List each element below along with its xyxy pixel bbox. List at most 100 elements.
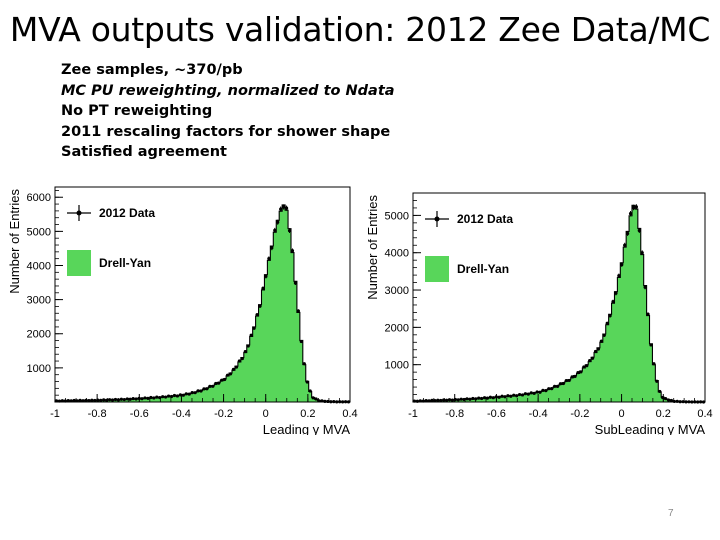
note-line: Satisfied agreement [61, 144, 227, 160]
data-point [459, 397, 463, 401]
data-point [255, 313, 259, 317]
y-tick-label: 2000 [27, 329, 51, 341]
data-point [314, 397, 318, 401]
data-point [276, 220, 280, 224]
leading-mva-chart: -1 -0.8 -0.6 -0.4 -0.2 0 0.2 0.4 1000 2000 3000 400… [7, 186, 358, 435]
data-point [134, 397, 138, 401]
data-point [237, 359, 241, 363]
y-tick-label: 2000 [385, 322, 409, 334]
data-point [93, 398, 97, 403]
data-point [649, 343, 653, 347]
data-point [99, 398, 103, 402]
data-point [485, 396, 490, 400]
data-point [184, 392, 188, 396]
data-point [125, 397, 129, 401]
x-tick-label: -0.6 [130, 408, 149, 420]
data-point [628, 212, 633, 216]
data-point [561, 381, 565, 386]
legend-mc-label: Drell-Yan [457, 262, 509, 276]
data-point [547, 387, 551, 391]
data-point [608, 314, 612, 318]
data-point [261, 286, 265, 290]
data-point [264, 274, 268, 278]
data-point [143, 396, 147, 400]
data-point [614, 291, 618, 295]
data-point [199, 389, 203, 393]
data-point [161, 395, 165, 399]
data-point [687, 400, 691, 404]
data-point [512, 393, 516, 397]
data-point [323, 399, 327, 403]
data-point [102, 398, 106, 402]
data-point [468, 397, 472, 401]
data-point [596, 347, 601, 351]
y-axis-title: Number of Entries [7, 189, 22, 294]
data-point [202, 387, 206, 391]
data-point [66, 398, 70, 403]
data-point [480, 396, 484, 401]
notes-list: Zee samples, ~370/pb MC PU reweighting, … [61, 60, 395, 163]
data-point [643, 285, 647, 289]
data-point [217, 381, 221, 385]
data-point [205, 387, 209, 391]
data-point [214, 381, 218, 386]
data-points [412, 204, 706, 404]
data-point [506, 394, 510, 398]
data-point [555, 384, 560, 389]
data-point [311, 396, 315, 400]
data-point [503, 395, 507, 399]
data-point [617, 274, 621, 278]
data-point [582, 365, 586, 369]
data-point [81, 399, 85, 403]
y-tick-label: 5000 [385, 210, 409, 222]
data-point [181, 393, 185, 397]
note-line: 2011 rescaling factors for shower shape [61, 123, 391, 140]
x-tick-label: -0.2 [214, 408, 233, 420]
legend: 2012 Data Drell-Yan [425, 211, 513, 282]
x-tick-label: -0.8 [88, 408, 107, 420]
data-point [456, 398, 460, 402]
data-point [175, 394, 180, 398]
data-point [669, 398, 674, 403]
data-point [634, 205, 638, 209]
data-point [332, 400, 336, 404]
legend-data-label: 2012 Data [457, 212, 513, 226]
data-point [526, 392, 530, 396]
leading-mva-plot: -1 -0.8 -0.6 -0.4 -0.2 0 0.2 0.4 1000 2000 3000 400… [5, 180, 360, 435]
y-tick-label: 3000 [27, 295, 51, 307]
data-point [346, 400, 351, 404]
data-point [678, 400, 682, 404]
data-point [169, 394, 174, 399]
data-point [637, 228, 641, 233]
data-point [279, 207, 283, 211]
data-point [166, 394, 171, 398]
data-point [270, 246, 274, 250]
x-tick-label: -1 [408, 408, 418, 420]
data-point [538, 390, 542, 394]
data-point [529, 391, 533, 395]
data-point [282, 205, 286, 209]
data-point [558, 382, 563, 386]
slide-title: MVA outputs validation: 2012 Zee Data/MC [9, 10, 711, 49]
data-point [620, 263, 624, 267]
data-point [220, 378, 224, 382]
data-point [60, 399, 64, 403]
data-point [544, 389, 548, 393]
data-point [284, 206, 289, 210]
data-point [590, 356, 595, 360]
legend-mc-label: Drell-Yan [99, 256, 151, 270]
data-point [287, 228, 292, 233]
data-point [605, 321, 609, 325]
data-point [90, 398, 94, 402]
data-point [436, 398, 440, 402]
note-line: MC PU reweighting, normalized to Ndata [61, 82, 395, 99]
data-point [532, 391, 536, 395]
data-point [626, 231, 630, 236]
subleading-mva-chart: -1 -0.8 -0.6 -0.4 -0.2 0 0.2 0.4 1000 2000 3000 400… [368, 192, 713, 435]
data-point [140, 397, 144, 401]
x-tick-label: -1 [50, 408, 60, 420]
data-point [119, 397, 123, 401]
data-point [450, 398, 455, 402]
x-axis-title: SubLeading γ MVA [595, 422, 706, 435]
data-point [290, 249, 295, 253]
